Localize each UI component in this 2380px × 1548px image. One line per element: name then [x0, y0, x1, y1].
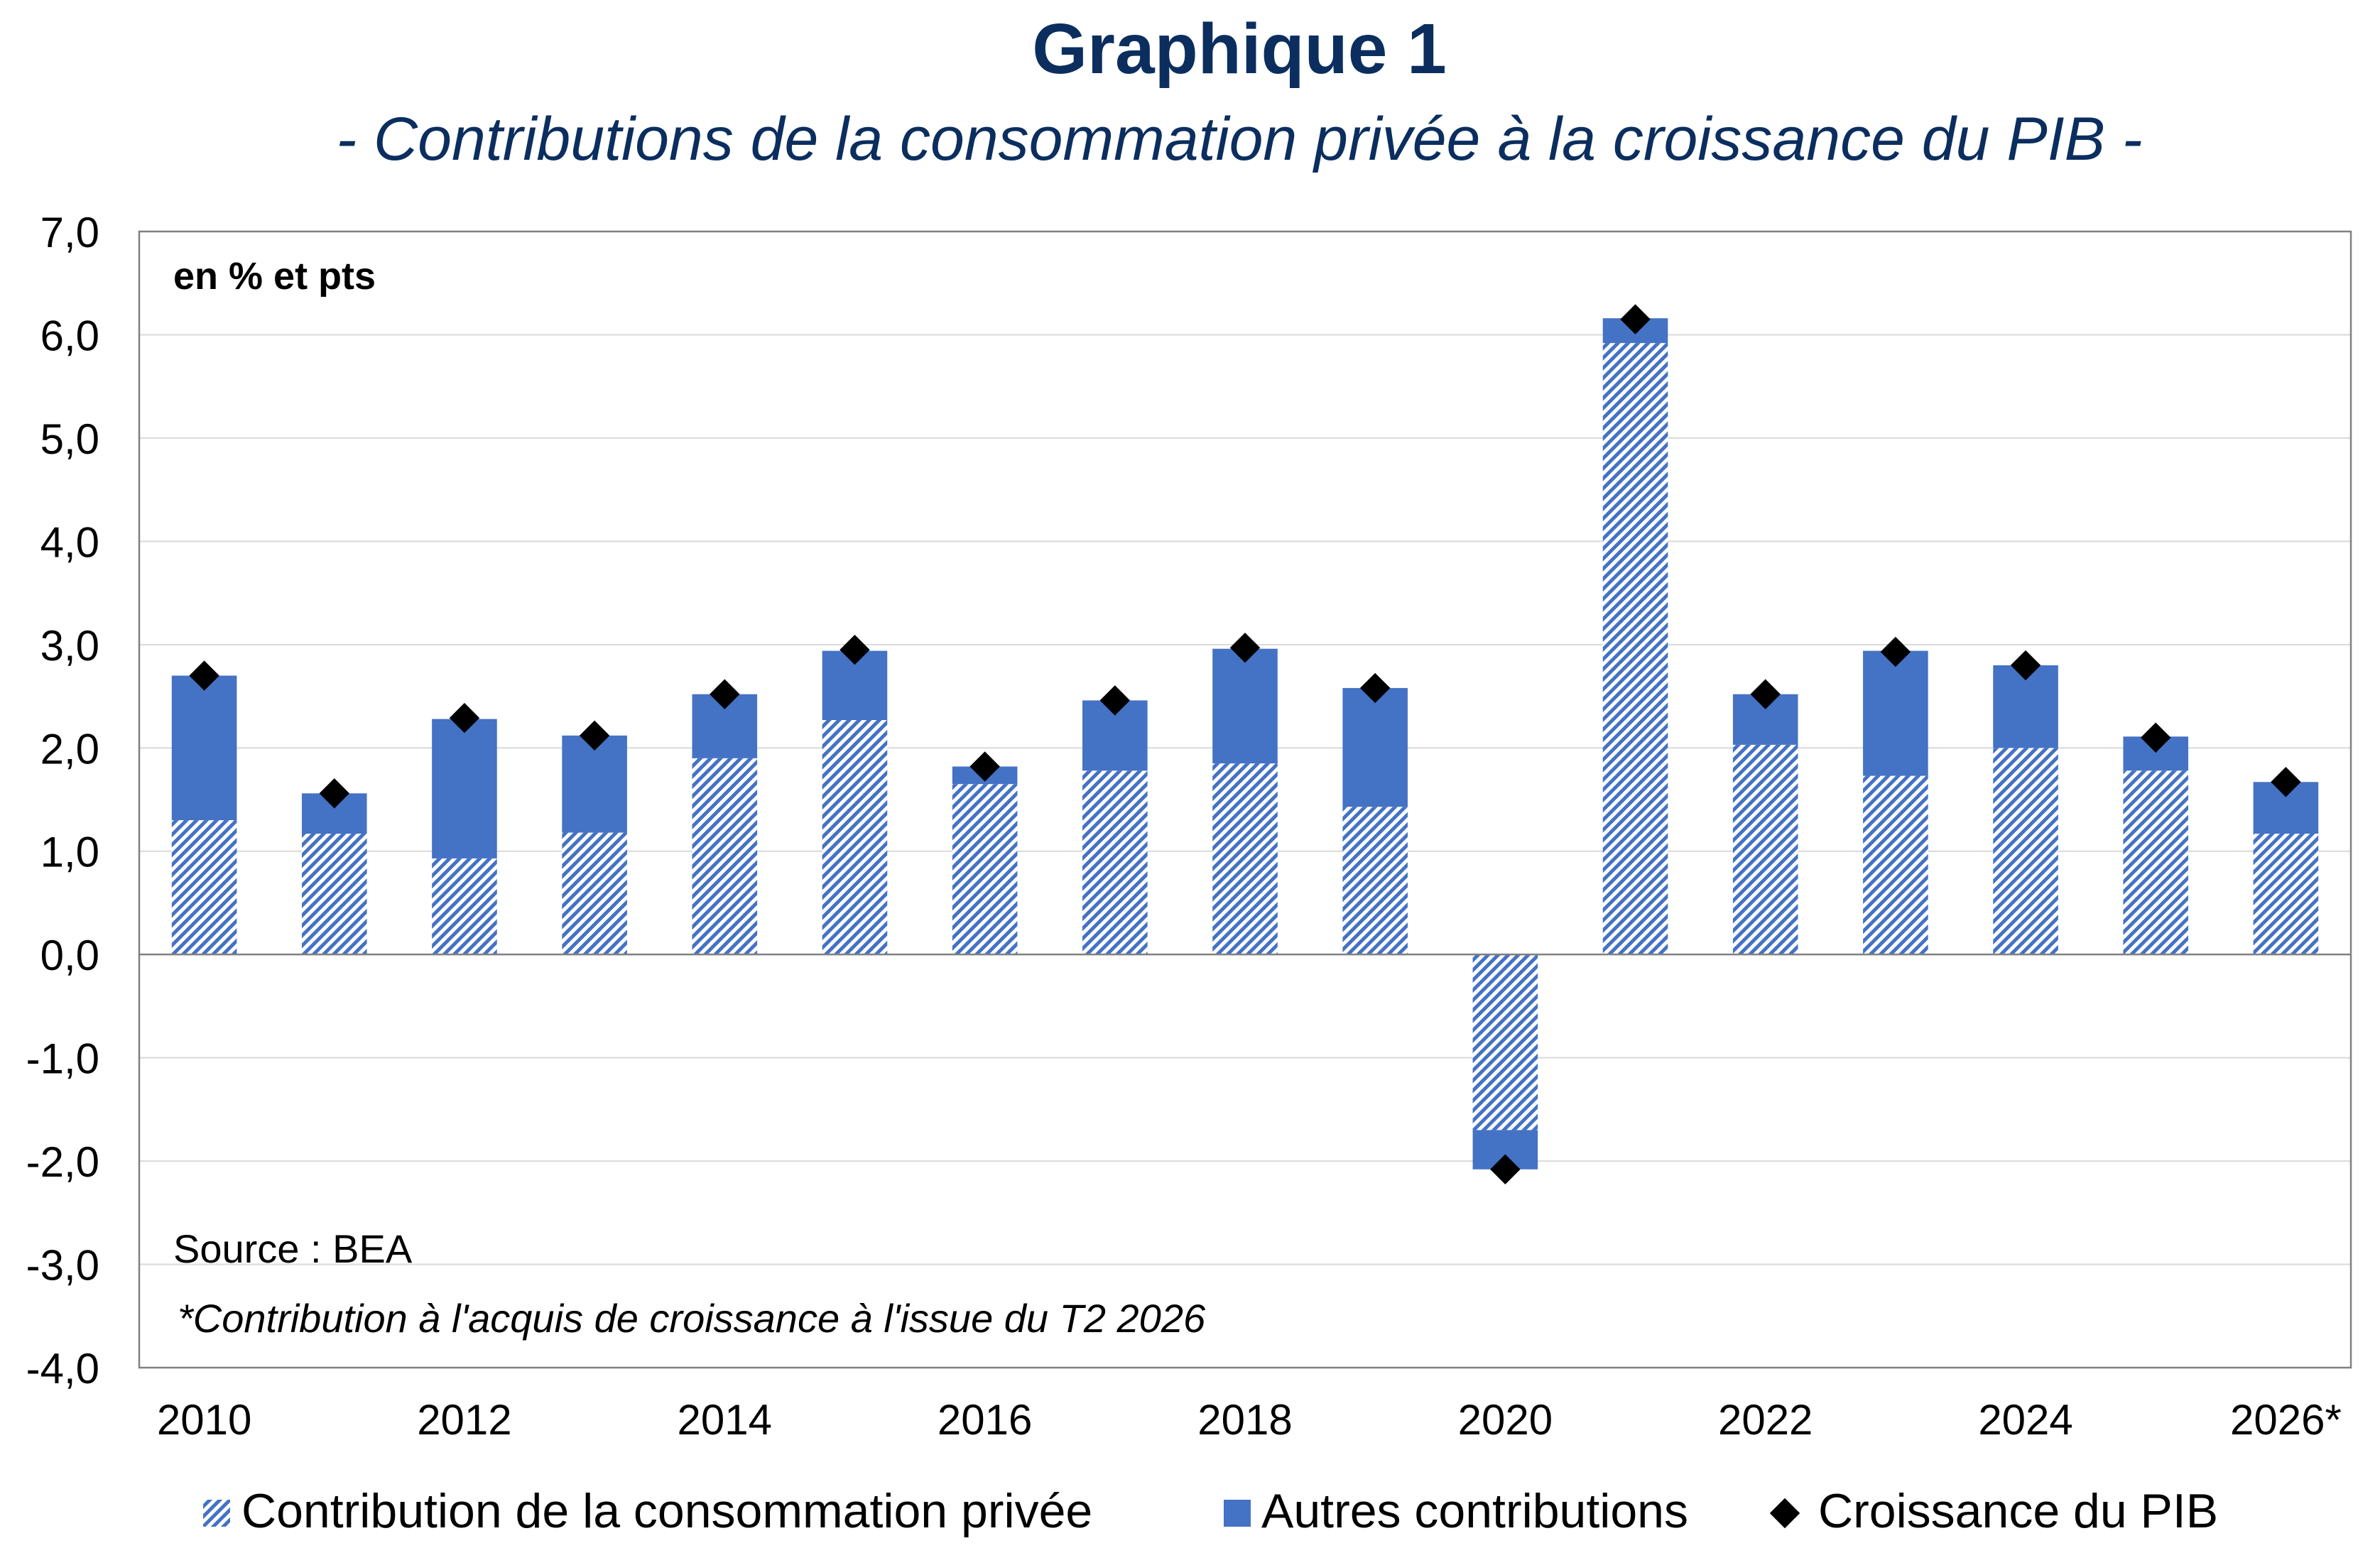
bar-consumption — [1082, 770, 1148, 955]
bar-consumption — [952, 784, 1018, 955]
x-tick-label: 2022 — [1718, 1396, 1813, 1444]
gdp-marker — [319, 778, 349, 809]
gdp-marker — [1359, 672, 1391, 704]
gdp-marker — [1490, 1154, 1521, 1184]
y-tick-label: 7,0 — [40, 209, 99, 256]
bar-other — [1212, 648, 1278, 764]
y-tick-label: 1,0 — [40, 829, 99, 876]
gdp-marker — [1229, 632, 1261, 663]
gdp-marker — [839, 634, 870, 665]
y-tick-label: -4,0 — [26, 1345, 99, 1392]
gdp-marker — [969, 751, 1000, 782]
chart-subtitle: - Contributions de la consommation privé… — [336, 105, 2142, 173]
bar-consumption — [1212, 763, 1278, 955]
bar-other — [1342, 687, 1408, 807]
bar-other — [432, 719, 497, 859]
legend-swatch-consumption — [203, 1500, 230, 1527]
bar-consumption — [822, 720, 888, 955]
bar-consumption — [2253, 834, 2319, 955]
bar-consumption — [562, 832, 627, 955]
bar-consumption — [1602, 343, 1668, 955]
bar-other — [171, 675, 237, 821]
y-tick-label: -3,0 — [26, 1242, 99, 1290]
bars — [171, 318, 2319, 1170]
bar-consumption — [301, 834, 367, 955]
x-tick-label: 2016 — [938, 1396, 1032, 1444]
y-tick-label: 6,0 — [40, 312, 99, 359]
y-tick-label: 0,0 — [40, 932, 99, 979]
chart-title: Graphique 1 — [1032, 9, 1446, 89]
bar-other — [1863, 650, 1928, 776]
x-tick-label: 2018 — [1197, 1396, 1292, 1444]
x-tick-label: 2026* — [2230, 1396, 2342, 1444]
plot-frame — [138, 230, 2352, 1369]
bar-consumption — [692, 758, 758, 955]
legend-marker-gdp — [1769, 1498, 1800, 1529]
y-tick-label: -1,0 — [26, 1035, 99, 1083]
legend: Contribution de la consommation privée A… — [203, 1484, 2218, 1538]
y-tick-label: 5,0 — [40, 415, 99, 463]
bar-consumption — [1732, 744, 1798, 955]
bar-other — [562, 735, 627, 833]
y-axis-ticks: 7,0 6,0 5,0 4,0 3,0 2,0 1,0 0,0 -1,0 -2,0 -3,0 -4,0 — [26, 209, 99, 1392]
y-tick-label: 2,0 — [40, 725, 99, 773]
gdp-marker — [2271, 767, 2301, 797]
bar-consumption — [1472, 954, 1538, 1130]
legend-label-other: Autres contributions — [1261, 1484, 1688, 1538]
x-axis-ticks: 2010 2012 2014 2016 2018 2020 2022 2024 2026* — [157, 1396, 2342, 1444]
bar-consumption — [1342, 807, 1408, 955]
bar-consumption — [1863, 775, 1928, 955]
x-tick-label: 2024 — [1978, 1396, 2072, 1444]
legend-label-consumption: Contribution de la consommation privée — [241, 1484, 1092, 1538]
x-tick-label: 2020 — [1458, 1396, 1553, 1444]
y-tick-label: 4,0 — [40, 518, 99, 566]
bar-consumption — [432, 858, 497, 955]
legend-swatch-other — [1224, 1500, 1251, 1527]
y-tick-label: -2,0 — [26, 1138, 99, 1186]
x-tick-label: 2012 — [417, 1396, 511, 1444]
x-tick-label: 2014 — [678, 1396, 772, 1444]
unit-label: en % et pts — [173, 255, 376, 298]
gdp-marker — [1099, 685, 1131, 716]
x-tick-label: 2010 — [157, 1396, 251, 1444]
footnote: *Contribution à l'acquis de croissance à… — [178, 1296, 1206, 1341]
y-tick-label: 3,0 — [40, 622, 99, 670]
legend-label-gdp: Croissance du PIB — [1818, 1484, 2218, 1538]
bar-consumption — [1993, 748, 2058, 955]
source-note: Source : BEA — [173, 1226, 413, 1271]
bar-consumption — [171, 820, 237, 955]
bar-consumption — [2123, 770, 2189, 955]
